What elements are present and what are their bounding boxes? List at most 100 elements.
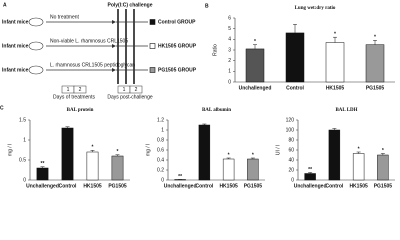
group-label: PG1505 GROUP (158, 67, 197, 73)
y-tick-label: 1.5 (19, 117, 26, 123)
y-tick-label: 3 (228, 47, 231, 53)
group-marker (149, 67, 156, 73)
y-tick-label: 1 (23, 137, 26, 143)
day-label: 2 (79, 87, 82, 93)
y-tick-label: 120 (286, 117, 295, 123)
bar (245, 48, 265, 83)
y-axis-label: mg / l (145, 144, 151, 156)
error-bar (380, 153, 385, 155)
y-tick-label: 0.8 (157, 137, 164, 143)
figure: A Poly(I:C) challenge Infant mice No treatm… (0, 2, 395, 189)
panel-label: C (0, 105, 4, 111)
error-bar (293, 24, 297, 33)
x-tick-label: Control (195, 183, 213, 189)
group-label: Control GROUP (158, 19, 196, 25)
x-tick-label: Unchallenged (294, 183, 327, 189)
y-tick-label: 100 (286, 127, 295, 133)
error-bar (40, 166, 45, 168)
y-axis-label: Ratio (212, 44, 218, 56)
x-tick-label: HK1505 (349, 183, 368, 189)
error-bar (308, 172, 313, 174)
arrow-head (112, 44, 116, 48)
y-tick-label: 60 (288, 147, 294, 153)
x-tick-label: HK1505 (219, 183, 238, 189)
mouse-label: Infant mice (2, 43, 29, 49)
days-label: Days post-challenge (107, 94, 153, 100)
page: A Poly(I:C) challenge Infant mice No treatm… (0, 2, 395, 190)
mouse-icon (28, 17, 44, 27)
significance: * (334, 32, 336, 38)
y-tick-label: 0.6 (157, 147, 164, 153)
day-label: 1 (123, 87, 126, 93)
chart-title: BAL LDH (335, 108, 357, 113)
challenge-label: Poly(I:C) challenge (107, 2, 152, 8)
day-box (129, 85, 143, 94)
y-tick-label: 80 (288, 137, 294, 143)
bar (61, 127, 74, 181)
bar (365, 44, 385, 83)
x-tick-label: Unchallenged (26, 183, 59, 189)
y-tick-label: 1 (161, 127, 164, 133)
mouse-icon (28, 41, 44, 51)
error-bar (373, 40, 377, 45)
bar (304, 173, 316, 181)
bar (328, 129, 341, 181)
y-tick-label: 2 (228, 58, 231, 64)
y-tick-label: 1 (228, 69, 231, 75)
significance: * (117, 149, 119, 155)
bar (247, 158, 259, 181)
significance: ** (308, 167, 312, 173)
mouse-icon (28, 65, 44, 75)
bar (285, 32, 305, 83)
treatment-label: No treatment (50, 14, 80, 20)
error-bar (65, 126, 70, 128)
bar (36, 167, 49, 181)
y-axis-label: mg / l (7, 144, 13, 156)
error-bar (356, 151, 361, 154)
error-bar (90, 150, 95, 152)
error-bar (250, 157, 255, 159)
group-marker (149, 19, 156, 25)
bar (222, 158, 235, 181)
panel-label: B (205, 3, 209, 9)
arrow-head (112, 68, 116, 72)
y-tick-label: 0 (161, 177, 164, 183)
bar (352, 153, 365, 181)
y-tick-label: 0.2 (157, 167, 164, 173)
bar (377, 154, 389, 181)
x-tick-label: Control (325, 183, 343, 189)
error-bar (202, 123, 207, 125)
day-box (73, 85, 87, 94)
chart-title: BAL albumin (202, 108, 231, 113)
day-label: 1 (67, 87, 70, 93)
y-tick-label: 0.4 (157, 157, 164, 163)
significance: * (358, 146, 360, 152)
significance: * (228, 152, 230, 158)
y-tick-label: 0.5 (19, 157, 26, 163)
error-bar (333, 36, 337, 43)
x-tick-label: HK1505 (326, 85, 345, 91)
x-tick-label: PG1505 (366, 85, 385, 91)
treatment-label: L. rhamnosus CRL1505 peptidoglycan (50, 62, 135, 68)
arrow-head (112, 20, 116, 24)
significance: ** (41, 161, 45, 167)
x-tick-label: Unchallenged (164, 183, 197, 189)
significance: * (374, 35, 376, 41)
significance: * (254, 39, 256, 45)
treatment-label: Non-viable L. rhamnosus CRL1505 (50, 38, 128, 44)
x-tick-label: PG1505 (244, 183, 263, 189)
bar (111, 155, 124, 181)
group-marker (149, 43, 156, 49)
x-tick-label: Unchallenged (239, 85, 272, 91)
significance: * (92, 145, 94, 151)
y-tick-label: 1.2 (157, 117, 164, 123)
x-tick-label: PG1505 (108, 183, 127, 189)
significance: * (252, 152, 254, 158)
significance: ** (178, 174, 182, 180)
error-bar (253, 44, 257, 49)
y-tick-label: 0 (291, 177, 294, 183)
chart-title: Lung wet:dry ratio (295, 6, 336, 11)
y-tick-label: 5 (228, 26, 231, 32)
x-tick-label: HK1505 (83, 183, 102, 189)
y-tick-label: 0 (228, 79, 231, 85)
